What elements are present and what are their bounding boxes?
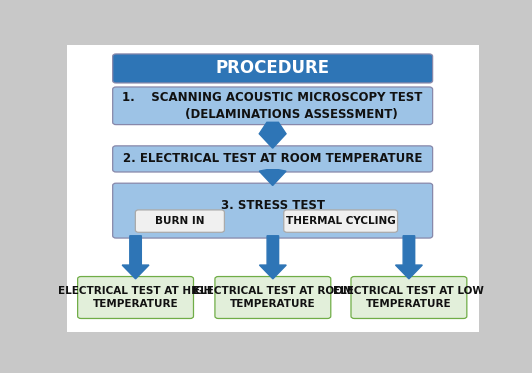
FancyBboxPatch shape	[59, 39, 487, 338]
Polygon shape	[260, 236, 286, 279]
Polygon shape	[259, 122, 286, 148]
Polygon shape	[259, 170, 286, 185]
Text: ELECTRICAL TEST AT HIGH
TEMPERATURE: ELECTRICAL TEST AT HIGH TEMPERATURE	[59, 286, 213, 309]
FancyBboxPatch shape	[113, 146, 433, 172]
FancyBboxPatch shape	[284, 210, 397, 232]
FancyBboxPatch shape	[215, 276, 331, 319]
Polygon shape	[395, 236, 422, 279]
FancyBboxPatch shape	[78, 276, 194, 319]
Text: THERMAL CYCLING: THERMAL CYCLING	[286, 216, 396, 226]
FancyBboxPatch shape	[113, 54, 433, 83]
Text: 3. STRESS TEST: 3. STRESS TEST	[221, 199, 325, 212]
FancyBboxPatch shape	[113, 87, 433, 125]
Text: ELECTRICAL TEST AT LOW
TEMPERATURE: ELECTRICAL TEST AT LOW TEMPERATURE	[334, 286, 484, 309]
Text: BURN IN: BURN IN	[155, 216, 205, 226]
Polygon shape	[122, 236, 149, 279]
FancyBboxPatch shape	[351, 276, 467, 319]
Text: PROCEDURE: PROCEDURE	[215, 59, 330, 78]
Text: ELECTRICAL TEST AT ROOM
TEMPERATURE: ELECTRICAL TEST AT ROOM TEMPERATURE	[193, 286, 353, 309]
Text: 1.    SCANNING ACOUSTIC MICROSCOPY TEST
         (DELAMINATIONS ASSESSMENT): 1. SCANNING ACOUSTIC MICROSCOPY TEST (DE…	[122, 91, 423, 120]
FancyBboxPatch shape	[113, 183, 433, 238]
FancyBboxPatch shape	[135, 210, 225, 232]
Text: 2. ELECTRICAL TEST AT ROOM TEMPERATURE: 2. ELECTRICAL TEST AT ROOM TEMPERATURE	[123, 153, 422, 166]
